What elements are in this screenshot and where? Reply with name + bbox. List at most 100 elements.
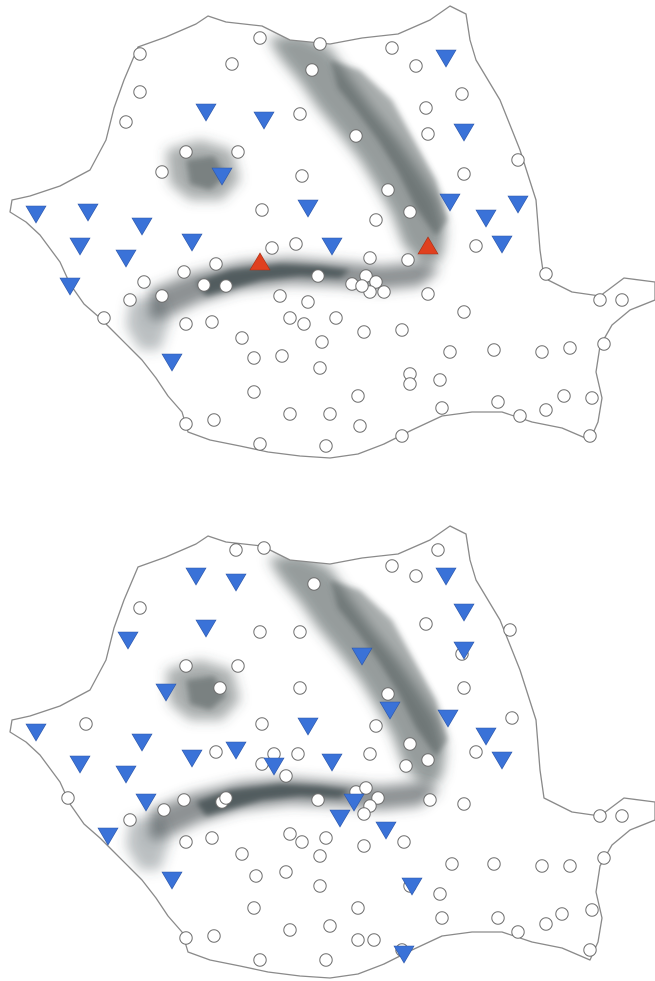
lower-station-circle [311,793,325,807]
lower-station-circle [253,625,267,639]
lower-station-circle [235,847,249,861]
upper-station-circle [539,267,553,281]
upper-station-circle [377,285,391,299]
lower-relief-shade [268,554,446,788]
upper-station-circle [563,341,577,355]
upper-station-circle [401,253,415,267]
upper-station-circle [179,145,193,159]
lower-decrease-triangle [97,827,119,846]
upper-station-circle [133,85,147,99]
upper-station-circle [209,257,223,271]
lower-station-circle [319,953,333,967]
upper-station-circle [369,275,383,289]
upper-station-circle [349,129,363,143]
upper-station-circle [253,437,267,451]
upper-station-circle [295,169,309,183]
upper-station-circle [283,407,297,421]
lower-station-circle [283,827,297,841]
upper-station-circle [557,389,571,403]
lower-station-circle [219,791,233,805]
lower-station-circle [79,717,93,731]
lower-decrease-triangle [131,733,153,752]
lower-station-circle [359,781,373,795]
upper-decrease-triangle [25,205,47,224]
upper-decrease-triangle [161,353,183,372]
lower-decrease-triangle [115,765,137,784]
lower-decrease-triangle [475,727,497,746]
upper-station-circle [273,289,287,303]
upper-decrease-triangle [131,217,153,236]
lower-station-circle [445,857,459,871]
upper-decrease-triangle [211,167,233,186]
lower-decrease-triangle [181,749,203,768]
lower-station-circle [371,791,385,805]
lower-station-circle [255,717,269,731]
upper-station-circle [247,351,261,365]
lower-station-circle [593,809,607,823]
lower-station-circle [351,901,365,915]
upper-station-circle [457,167,471,181]
upper-station-circle [535,345,549,359]
lower-station-circle [157,803,171,817]
upper-station-circle [275,349,289,363]
upper-station-circle [219,279,233,293]
upper-station-circle [403,205,417,219]
lower-station-circle [399,759,413,773]
lower-decrease-triangle [69,755,91,774]
lower-station-circle [283,923,297,937]
upper-decrease-triangle [195,103,217,122]
lower-decrease-triangle [135,793,157,812]
lower-station-circle [419,617,433,631]
upper-station-circle [311,269,325,283]
upper-station-circle [585,391,599,405]
lower-station-circle [597,851,611,865]
lower-station-circle [421,753,435,767]
upper-station-circle [97,311,111,325]
lower-decrease-triangle [491,751,513,770]
map-lower [9,525,655,979]
upper-station-circle [457,305,471,319]
upper-station-circle [313,37,327,51]
lower-station-circle [615,809,629,823]
lower-station-circle [209,745,223,759]
lower-station-circle [253,953,267,967]
lower-station-circle [279,865,293,879]
upper-decrease-triangle [69,237,91,256]
lower-station-circle [123,813,137,827]
lower-station-circle [409,569,423,583]
upper-station-circle [235,331,249,345]
lower-station-circle [457,797,471,811]
lower-station-circle [323,919,337,933]
lower-station-circle [363,747,377,761]
upper-station-circle [369,213,383,227]
upper-station-circle [293,107,307,121]
upper-station-circle [403,377,417,391]
lower-decrease-triangle [263,757,285,776]
lower-decrease-triangle [321,753,343,772]
lower-station-circle [179,659,193,673]
upper-station-circle [351,389,365,403]
lower-station-circle [435,911,449,925]
upper-station-circle [133,47,147,61]
lower-station-circle [469,745,483,759]
upper-station-circle [155,289,169,303]
lower-decrease-triangle [155,683,177,702]
upper-station-circle [419,101,433,115]
lower-station-circle [357,839,371,853]
lower-station-circle [369,719,383,733]
upper-station-circle [305,63,319,77]
lower-station-circle [205,831,219,845]
upper-station-circle [315,335,329,349]
lower-station-circle [351,933,365,947]
lower-station-circle [231,659,245,673]
lower-decrease-triangle [117,631,139,650]
upper-station-circle [205,315,219,329]
lower-station-circle [357,807,371,821]
upper-station-circle [289,237,303,251]
lower-decrease-triangle [435,567,457,586]
upper-station-circle [225,57,239,71]
upper-station-circle [421,127,435,141]
lower-decrease-triangle [401,877,423,896]
upper-station-circle [355,279,369,293]
upper-station-circle [177,265,191,279]
